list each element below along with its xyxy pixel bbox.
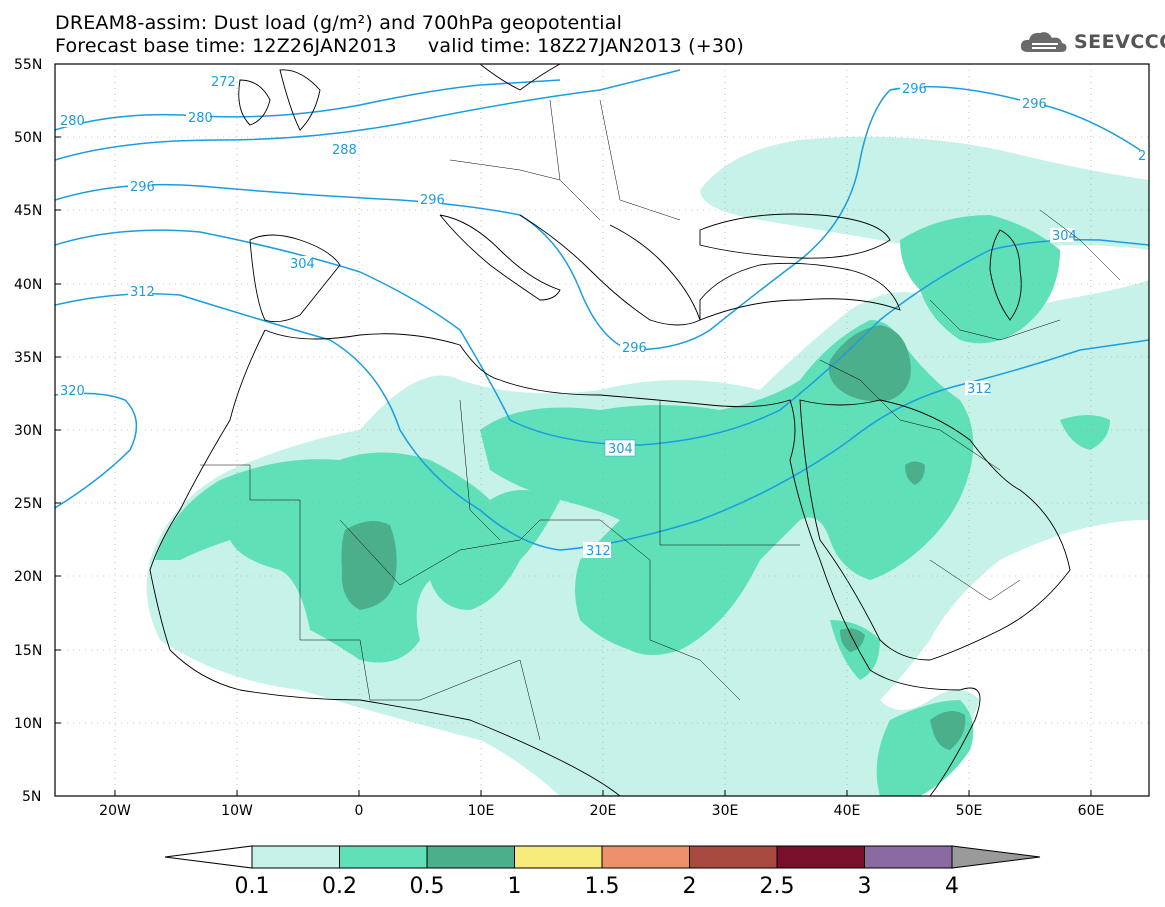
- contour-label: 304: [290, 257, 315, 272]
- graticule: [55, 64, 1149, 796]
- contour-label: 304: [1052, 229, 1077, 244]
- lon-label: 10W: [221, 803, 253, 819]
- colorbar-swatch: [339, 845, 428, 869]
- contour-label: 2: [1138, 149, 1146, 164]
- lon-label: 40E: [834, 803, 861, 819]
- colorbar-label: 0.1: [235, 874, 270, 899]
- colorbar-swatch: [601, 845, 690, 869]
- colorbar-swatch: [251, 845, 340, 869]
- lat-label: 50N: [14, 130, 42, 146]
- lat-label: 20N: [14, 569, 42, 585]
- lon-label: 50E: [956, 803, 983, 819]
- lon-label: 20E: [590, 803, 617, 819]
- colorbar-label: 3: [858, 874, 872, 899]
- contour-label: 296: [1022, 97, 1047, 112]
- lon-label: 60E: [1078, 803, 1105, 819]
- colorbar: [164, 845, 1041, 869]
- contour-label: 296: [130, 180, 155, 195]
- colorbar-label: 0.2: [322, 874, 357, 899]
- contour-label: 288: [332, 143, 357, 158]
- colorbar-labels: 0.1 0.2 0.5 1 1.5 2 2.5 3 4: [235, 874, 960, 899]
- contour-label: 304: [608, 442, 633, 457]
- contour-label: 296: [902, 82, 927, 97]
- lon-label: 10E: [468, 803, 495, 819]
- lon-label: 30E: [712, 803, 739, 819]
- map-title: DREAM8-assim: Dust load (g/m²) and 700hP…: [55, 12, 623, 34]
- latitude-labels: 55N 50N 45N 40N 35N 30N 25N 20N 15N 10N …: [14, 57, 42, 805]
- colorbar-low-arrow: [164, 845, 253, 869]
- lat-label: 40N: [14, 277, 42, 293]
- lat-label: 15N: [14, 643, 42, 659]
- lon-label: 20W: [99, 803, 131, 819]
- cloud-icon: [1020, 32, 1067, 52]
- contour-label: 296: [420, 193, 445, 208]
- contour-label: 280: [188, 111, 213, 126]
- colorbar-label: 0.5: [410, 874, 445, 899]
- colorbar-label: 1.5: [585, 874, 620, 899]
- contour-labels: 272 280 280 288 296 296 296 296 296 304 …: [58, 74, 1146, 559]
- axis-ticks: [55, 63, 1092, 796]
- colorbar-swatch: [864, 845, 953, 869]
- lon-label: 0: [355, 803, 364, 819]
- lat-label: 5N: [22, 789, 41, 805]
- colorbar-swatch: [689, 845, 778, 869]
- colorbar-high-arrow: [951, 845, 1041, 869]
- lat-label: 55N: [14, 57, 42, 73]
- lat-label: 35N: [14, 350, 42, 366]
- contour-label: 312: [967, 382, 992, 397]
- colorbar-swatch: [514, 845, 603, 869]
- colorbar-swatch: [426, 845, 515, 869]
- colorbar-label: 1: [508, 874, 522, 899]
- country-borders: [200, 99, 1121, 741]
- colorbar-label: 2: [683, 874, 697, 899]
- lat-label: 10N: [14, 716, 42, 732]
- contour-label: 312: [586, 544, 611, 559]
- contour-label: 312: [130, 285, 155, 300]
- lat-label: 30N: [14, 423, 42, 439]
- longitude-labels: 20W 10W 0 10E 20E 30E 40E 50E 60E: [99, 803, 1104, 819]
- colorbar-swatch: [776, 845, 865, 869]
- colorbar-label: 2.5: [760, 874, 795, 899]
- logo-text: SEEVCCC: [1074, 31, 1165, 53]
- contour-label: 320: [60, 384, 85, 399]
- colorbar-label: 4: [945, 874, 959, 899]
- contour-label: 272: [211, 75, 236, 90]
- contour-label: 296: [622, 341, 647, 356]
- dust-shade-dark: [341, 325, 966, 750]
- forecast-time-line: Forecast base time: 12Z26JAN2013 valid t…: [55, 35, 745, 57]
- contour-label: 280: [60, 114, 85, 129]
- lat-label: 45N: [14, 203, 42, 219]
- seevccc-logo: SEEVCCC: [1018, 28, 1165, 56]
- lat-label: 25N: [14, 496, 42, 512]
